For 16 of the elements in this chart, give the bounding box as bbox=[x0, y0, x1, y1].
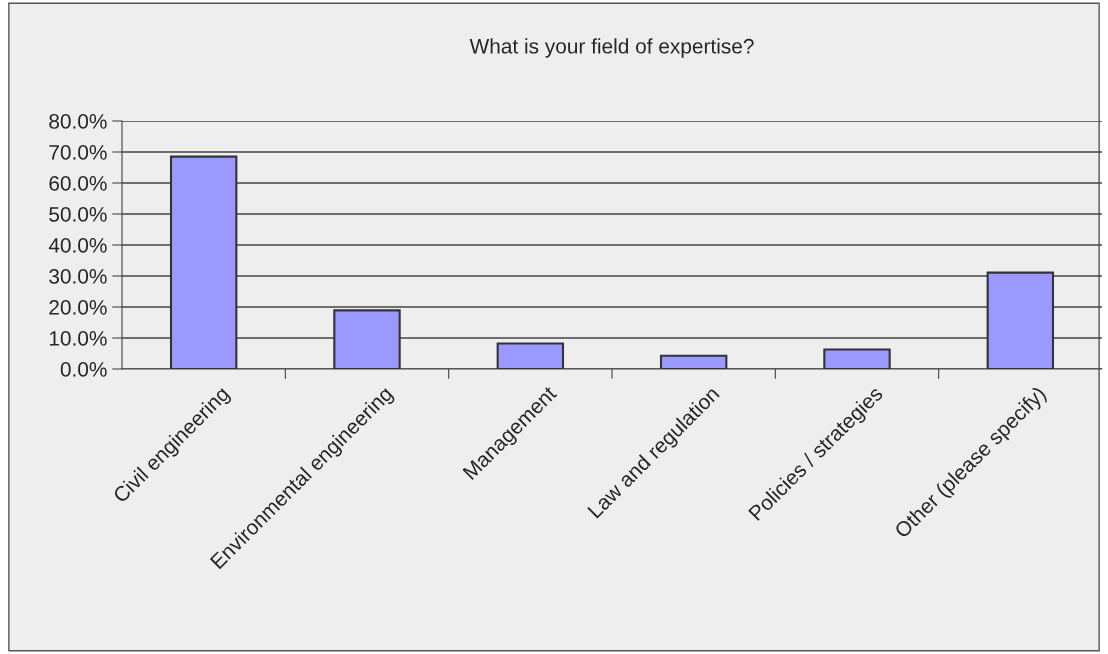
y-tick-label: 70.0% bbox=[49, 145, 107, 160]
bar bbox=[169, 155, 238, 369]
bar bbox=[333, 309, 401, 369]
y-tick-label: 10.0% bbox=[49, 331, 107, 346]
bar bbox=[659, 354, 728, 369]
y-tick-label: 20.0% bbox=[49, 300, 107, 315]
y-tick-label: 40.0% bbox=[48, 238, 107, 253]
y-tick-label: 60.0% bbox=[49, 176, 107, 191]
bar bbox=[823, 348, 891, 369]
bar bbox=[986, 271, 1055, 369]
y-tick-label: 50.0% bbox=[49, 207, 107, 222]
y-tick-label: 80.0% bbox=[49, 114, 107, 129]
chart-title: What is your field of expertise? bbox=[469, 38, 754, 58]
y-tick-label: 0.0% bbox=[60, 362, 107, 377]
y-tick-label: 30.0% bbox=[49, 269, 107, 284]
bar bbox=[496, 342, 565, 369]
